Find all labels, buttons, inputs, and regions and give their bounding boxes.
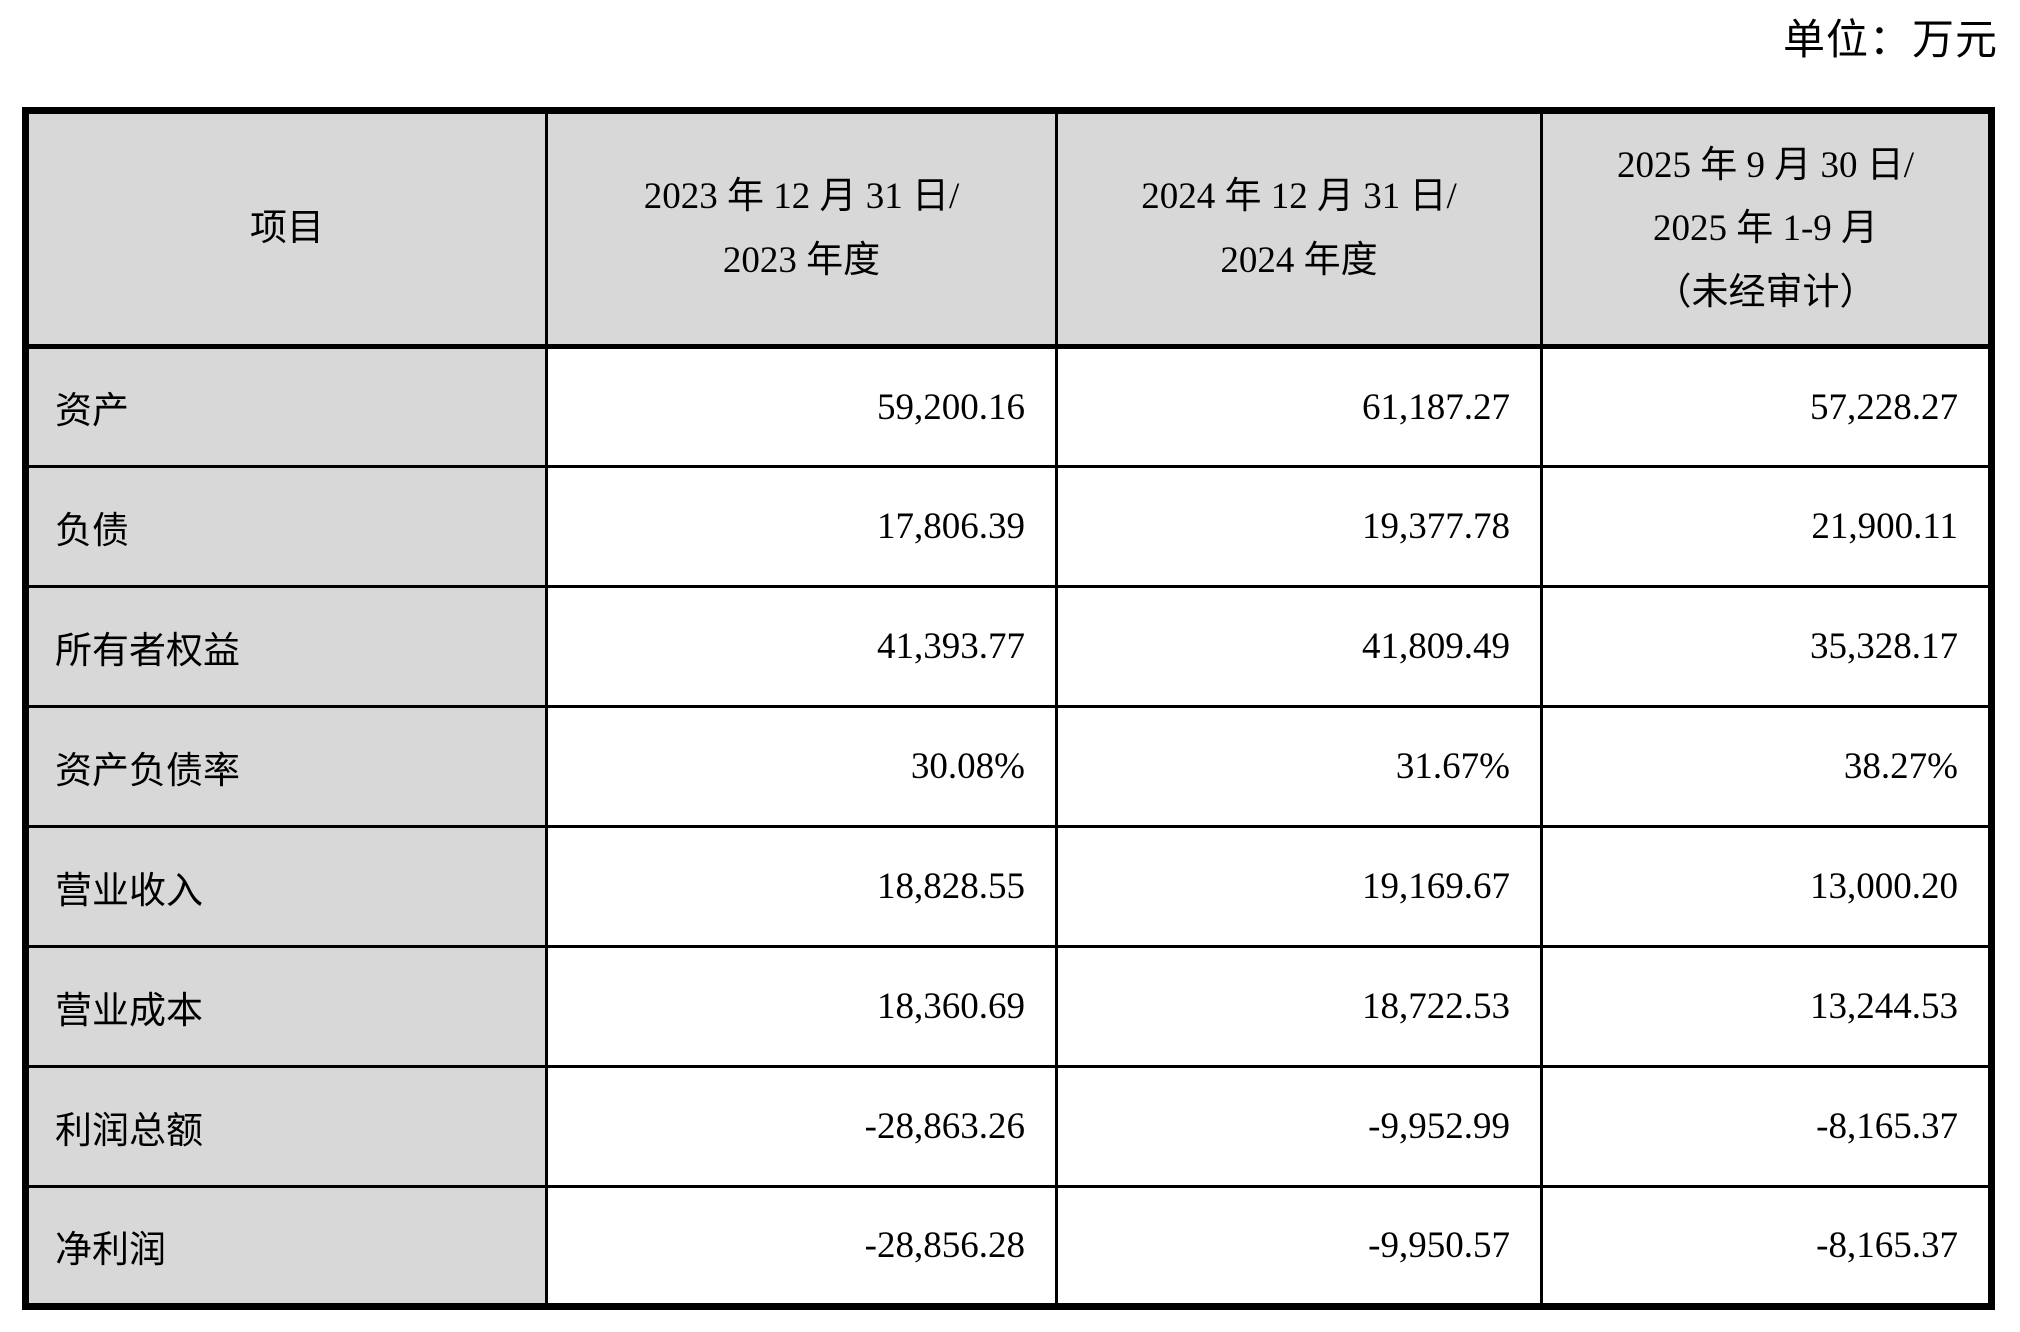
column-header-2025: 2025 年 9 月 30 日/ 2025 年 1-9 月 （未经审计） (1540, 109, 1993, 349)
value-2025: 38.27% (1540, 705, 1993, 828)
value-2025: 57,228.27 (1540, 345, 1993, 468)
unit-label: 单位：万元 (1782, 18, 1998, 64)
value-2024: 41,809.49 (1055, 585, 1543, 708)
row-label: 利润总额 (24, 1065, 548, 1188)
row-label: 资产 (24, 345, 548, 468)
table-row: 营业收入 18,828.55 19,169.67 13,000.20 (24, 825, 1993, 948)
value-2023: 18,828.55 (545, 825, 1058, 948)
column-header-item: 项目 (24, 109, 548, 349)
value-2023: 17,806.39 (545, 465, 1058, 588)
row-label: 净利润 (24, 1185, 548, 1308)
header-row: 项目 2023 年 12 月 31 日/ 2023 年度 2024 年 12 月… (24, 109, 1993, 349)
column-header-item-label: 项目 (250, 208, 324, 250)
value-2025: 21,900.11 (1540, 465, 1993, 588)
table-row: 负债 17,806.39 19,377.78 21,900.11 (24, 465, 1993, 588)
value-2023: 41,393.77 (545, 585, 1058, 708)
row-label: 负债 (24, 465, 548, 588)
row-label: 营业收入 (24, 825, 548, 948)
table-row: 利润总额 -28,863.26 -9,952.99 -8,165.37 (24, 1065, 1993, 1188)
value-2024: -9,952.99 (1055, 1065, 1543, 1188)
row-label: 资产负债率 (24, 705, 548, 828)
value-2024: -9,950.57 (1055, 1185, 1543, 1308)
column-header-2024-line2: 2024 年度 (1220, 240, 1378, 281)
table-row: 所有者权益 41,393.77 41,809.49 35,328.17 (24, 585, 1993, 708)
column-header-2024: 2024 年 12 月 31 日/ 2024 年度 (1055, 109, 1543, 349)
row-label: 营业成本 (24, 945, 548, 1068)
value-2025: 35,328.17 (1540, 585, 1993, 708)
value-2025: 13,000.20 (1540, 825, 1993, 948)
value-2024: 31.67% (1055, 705, 1543, 828)
row-label: 所有者权益 (24, 585, 548, 708)
value-2023: -28,856.28 (545, 1185, 1058, 1308)
value-2025: 13,244.53 (1540, 945, 1993, 1068)
column-header-2025-line3: （未经审计） (1654, 271, 1877, 313)
table-row: 净利润 -28,856.28 -9,950.57 -8,165.37 (24, 1185, 1993, 1308)
value-2025: -8,165.37 (1540, 1065, 1993, 1188)
column-header-2025-line1: 2025 年 9 月 30 日/ (1616, 144, 1915, 186)
column-header-2024-line1: 2024 年 12 月 31 日/ (1141, 176, 1457, 218)
column-header-2023-line2: 2023 年度 (722, 240, 881, 281)
value-2024: 19,377.78 (1055, 465, 1543, 588)
table-row: 资产 59,200.16 61,187.27 57,228.27 (24, 345, 1993, 468)
value-2023: 30.08% (545, 705, 1058, 828)
table-row: 营业成本 18,360.69 18,722.53 13,244.53 (24, 945, 1993, 1068)
value-2024: 18,722.53 (1055, 945, 1543, 1068)
value-2024: 19,169.67 (1055, 825, 1543, 948)
value-2023: 59,200.16 (545, 345, 1058, 468)
value-2024: 61,187.27 (1055, 345, 1543, 468)
column-header-2023-line1: 2023 年 12 月 31 日/ (643, 176, 960, 218)
column-header-2025-line2: 2025 年 1-9 月 (1652, 208, 1879, 250)
column-header-2023: 2023 年 12 月 31 日/ 2023 年度 (545, 109, 1058, 349)
value-2023: -28,863.26 (545, 1065, 1058, 1188)
value-2023: 18,360.69 (545, 945, 1058, 1068)
financial-summary-table: 项目 2023 年 12 月 31 日/ 2023 年度 2024 年 12 月… (22, 107, 1995, 1310)
table-row: 资产负债率 30.08% 31.67% 38.27% (24, 705, 1993, 828)
value-2025: -8,165.37 (1540, 1185, 1993, 1308)
